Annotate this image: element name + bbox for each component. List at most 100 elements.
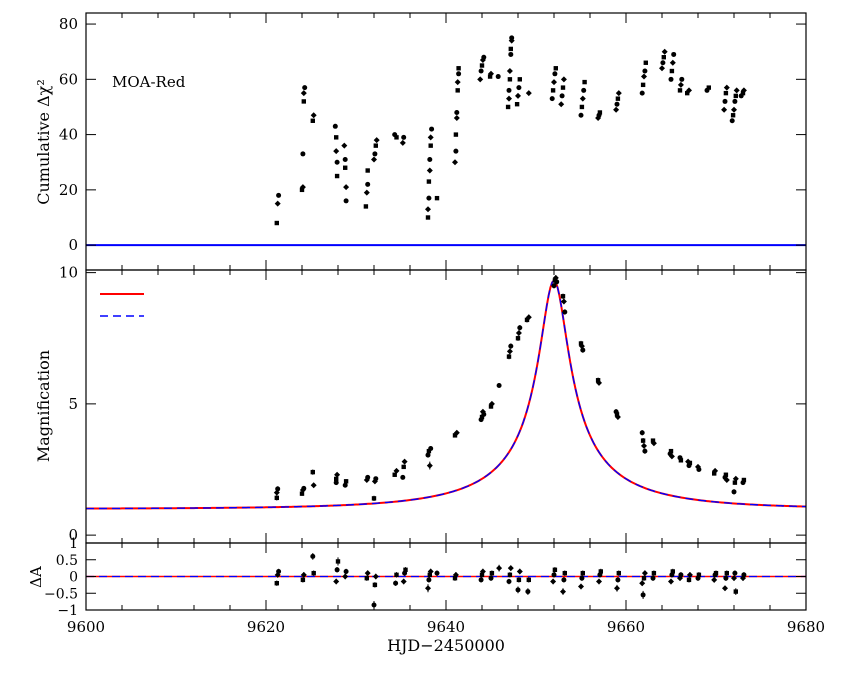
cumulative-point xyxy=(310,112,317,119)
residual-point xyxy=(616,570,621,576)
magnification-point xyxy=(393,467,400,474)
cumulative-point xyxy=(669,59,676,66)
magnification-point xyxy=(508,343,514,349)
residual-point xyxy=(400,578,407,585)
cumulative-point xyxy=(334,159,340,165)
model-curve-blue xyxy=(85,279,807,510)
cumulative-point xyxy=(640,82,646,88)
magnification-point xyxy=(275,486,281,492)
magnification-point xyxy=(731,489,737,495)
magnification-point xyxy=(515,330,522,336)
cumulative-ytick-label: 20 xyxy=(59,181,78,199)
cumulative-point xyxy=(722,98,728,104)
cumulative-point xyxy=(394,135,399,140)
cumulative-point xyxy=(509,35,515,41)
magnification-point xyxy=(401,464,406,470)
cumulative-point xyxy=(733,87,740,94)
xtick-label: 9600 xyxy=(67,618,105,636)
cumulative-point xyxy=(371,156,377,163)
cumulative-point xyxy=(425,215,431,220)
residual-point xyxy=(372,582,378,588)
cumulative-point xyxy=(723,90,729,96)
magnification-point xyxy=(371,496,377,501)
legend xyxy=(100,293,144,317)
residual-point xyxy=(516,568,523,575)
magnification-ytick-label: 5 xyxy=(68,395,78,413)
cumulative-point xyxy=(487,74,493,79)
cumulative-point xyxy=(729,118,735,124)
cumulative-point xyxy=(560,76,567,83)
residual-point xyxy=(686,577,692,583)
cumulative-point xyxy=(525,90,532,97)
residual-point xyxy=(310,553,316,559)
cumulative-point xyxy=(274,200,281,207)
cumulative-point xyxy=(679,76,685,82)
cumulative-point xyxy=(506,87,512,93)
cumulative-point xyxy=(560,85,566,90)
magnification-point xyxy=(426,462,433,469)
cumulative-point xyxy=(425,206,431,213)
magnification-point xyxy=(479,414,485,420)
cumulative-point xyxy=(299,184,306,191)
cumulative-ytick-label: 0 xyxy=(68,236,78,254)
cumulative-point xyxy=(643,60,648,65)
cumulative-point xyxy=(479,63,485,68)
magnification-point xyxy=(515,336,521,341)
magnification-point xyxy=(640,438,646,443)
cumulative-point xyxy=(301,99,306,104)
magnification-point xyxy=(741,477,747,483)
cumulative-point xyxy=(732,98,738,104)
residual-point xyxy=(478,577,484,583)
magnification-point xyxy=(428,446,434,451)
xtick-label: 9620 xyxy=(247,618,285,636)
top-ylabel: Cumulative Δχ² xyxy=(34,79,53,204)
residual-point xyxy=(516,577,522,583)
cumulative-point xyxy=(730,113,736,118)
residual-point xyxy=(507,572,513,578)
cumulative-point xyxy=(508,51,514,57)
cumulative-point xyxy=(740,90,746,96)
residual-point xyxy=(488,575,494,581)
residual-point xyxy=(427,568,434,575)
residual-point xyxy=(276,568,282,574)
magnification-point xyxy=(551,283,557,289)
magnification-point xyxy=(712,467,719,474)
residual-point xyxy=(300,577,306,583)
residual-point xyxy=(711,576,718,583)
cumulative-point xyxy=(517,77,522,82)
residual-point xyxy=(550,578,557,585)
residual-point xyxy=(639,580,646,587)
residual-point xyxy=(526,577,531,583)
cumulative-frame xyxy=(85,12,807,271)
residual-point xyxy=(552,567,558,572)
residual-point xyxy=(335,559,341,564)
magnification-point xyxy=(554,279,560,285)
residual-point xyxy=(578,583,584,590)
residual-point xyxy=(640,592,646,598)
residuals-ytick-label: 0 xyxy=(69,570,78,586)
magnification-point xyxy=(525,314,532,321)
magnification-point xyxy=(333,480,339,486)
cumulative-point xyxy=(639,90,645,96)
cumulative-point xyxy=(310,118,315,123)
magnification-point xyxy=(650,438,656,443)
magnification-point xyxy=(578,341,584,346)
cumulative-ytick-label: 60 xyxy=(59,70,78,88)
residual-point xyxy=(668,578,674,585)
residual-point xyxy=(426,577,432,583)
residual-point xyxy=(452,575,458,581)
residual-point xyxy=(733,589,738,594)
cumulative-point xyxy=(723,84,730,91)
residual-point xyxy=(724,570,729,576)
magnification-point xyxy=(642,448,648,454)
magnification-point xyxy=(578,343,585,350)
xtick-label: 9640 xyxy=(427,618,465,636)
residual-point xyxy=(452,571,459,578)
cumulative-point xyxy=(685,90,690,96)
residual-point xyxy=(650,575,656,581)
magnification-point xyxy=(560,294,566,299)
residuals-ytick-label: −0.5 xyxy=(44,586,78,602)
cumulative-point xyxy=(456,71,462,77)
residual-point xyxy=(614,585,620,592)
